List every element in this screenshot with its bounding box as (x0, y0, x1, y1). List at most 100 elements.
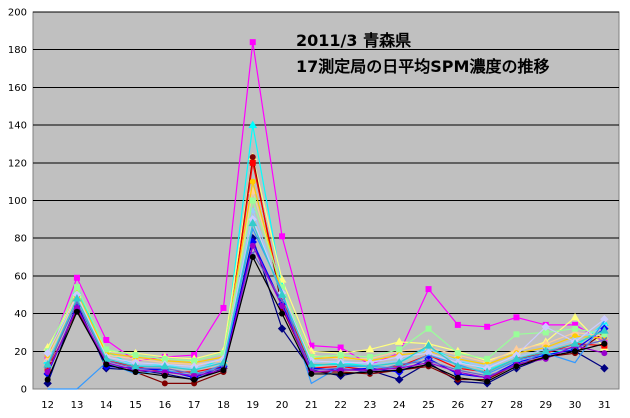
series-16 (43, 218, 609, 376)
data-point (161, 372, 168, 379)
y-tick-label: 80 (14, 234, 27, 245)
data-point (395, 375, 404, 384)
x-tick-label: 24 (393, 400, 406, 411)
data-point (103, 361, 110, 368)
x-tick-label: 21 (305, 400, 318, 411)
data-point (484, 355, 491, 362)
data-point (601, 340, 608, 347)
data-point (425, 361, 432, 368)
data-point (277, 324, 287, 333)
data-point (101, 354, 111, 362)
x-tick-label: 22 (334, 400, 347, 411)
y-tick-label: 140 (8, 121, 27, 132)
y-tick-label: 20 (14, 347, 27, 358)
data-point (454, 369, 461, 376)
data-point (365, 361, 375, 370)
x-tick-label: 29 (539, 400, 552, 411)
data-point (44, 376, 51, 383)
data-point (249, 154, 256, 161)
data-point (396, 346, 403, 353)
x-tick-label: 26 (451, 400, 464, 411)
chart-title-line-1: 2011/3 青森県 (296, 31, 411, 50)
data-point (513, 331, 520, 338)
data-point (394, 337, 404, 345)
data-point (570, 339, 580, 347)
series-line (47, 255, 605, 383)
x-tick-label: 23 (364, 400, 377, 411)
y-tick-label: 40 (14, 309, 27, 320)
series-line (47, 198, 605, 362)
data-point (279, 303, 286, 310)
series-line (47, 181, 605, 366)
data-point (541, 322, 550, 332)
data-point (249, 242, 256, 249)
series-layer (43, 39, 609, 390)
data-point (572, 325, 579, 332)
data-point (425, 286, 432, 293)
data-point (424, 341, 433, 349)
series-line (47, 157, 605, 362)
x-tick-label: 27 (481, 400, 494, 411)
x-tick-label: 30 (569, 400, 582, 411)
data-point (453, 361, 463, 370)
x-tick-label: 20 (276, 400, 289, 411)
data-point (570, 312, 580, 321)
data-point (72, 294, 82, 302)
data-point (249, 159, 256, 166)
series-line (47, 243, 605, 379)
data-point (161, 380, 168, 387)
y-tick-label: 200 (8, 8, 27, 19)
data-point (484, 378, 491, 385)
data-point (249, 178, 256, 185)
series-line (47, 42, 605, 366)
x-tick-label: 31 (598, 400, 611, 411)
x-tick-label: 19 (246, 400, 259, 411)
data-point (43, 348, 52, 358)
data-point (365, 344, 375, 353)
data-point (336, 360, 346, 368)
y-axis-ticks: 0 20 40 60 80 100 120 140 160 180 200 (8, 8, 27, 396)
data-point (600, 364, 609, 373)
data-point (306, 360, 316, 368)
data-point (396, 367, 403, 374)
data-point (191, 376, 198, 383)
data-point (454, 374, 461, 381)
y-tick-label: 120 (8, 158, 27, 169)
data-point (337, 352, 344, 359)
data-point (249, 197, 256, 204)
y-tick-label: 100 (8, 196, 27, 207)
x-tick-label: 13 (71, 400, 84, 411)
series-line (47, 217, 605, 369)
data-point (103, 336, 110, 343)
data-point (248, 120, 258, 129)
data-point (542, 353, 549, 360)
x-tick-label: 28 (510, 400, 523, 411)
x-tick-label: 25 (422, 400, 435, 411)
x-tick-label: 14 (100, 400, 113, 411)
data-point (248, 218, 258, 227)
data-point (541, 346, 551, 355)
x-tick-label: 16 (158, 400, 171, 411)
data-point (131, 361, 140, 370)
data-point (484, 323, 491, 330)
data-point (366, 369, 373, 376)
data-point (160, 361, 170, 370)
chart-title-line-2: 17測定局の日平均SPM濃度の推移 (296, 57, 549, 76)
x-axis-ticks: 12 13 14 15 16 17 18 19 20 21 22 23 24 25 26 27 28 29 30 31 (41, 400, 610, 411)
data-point (44, 369, 51, 376)
data-point (220, 304, 227, 311)
series-line (47, 221, 605, 373)
data-point (220, 367, 227, 374)
data-point (279, 310, 286, 317)
data-point (308, 370, 315, 377)
gridlines (33, 11, 619, 352)
data-point (189, 365, 199, 374)
data-point (513, 314, 520, 321)
data-point (132, 352, 139, 359)
data-point (103, 346, 110, 353)
y-tick-label: 180 (8, 45, 27, 56)
data-point (132, 369, 139, 376)
x-tick-label: 17 (188, 400, 201, 411)
data-point (513, 363, 520, 370)
